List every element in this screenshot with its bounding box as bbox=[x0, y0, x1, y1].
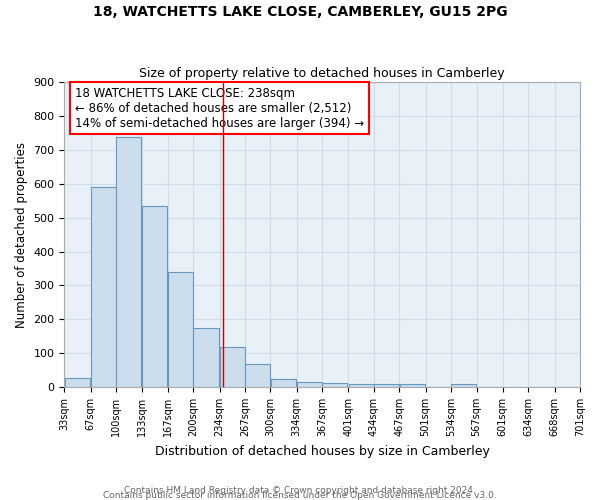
Bar bbox=[400, 384, 425, 387]
Text: Contains HM Land Registry data © Crown copyright and database right 2024.: Contains HM Land Registry data © Crown c… bbox=[124, 486, 476, 495]
Bar bbox=[116, 138, 142, 387]
Y-axis label: Number of detached properties: Number of detached properties bbox=[15, 142, 28, 328]
Text: Contains public sector information licensed under the Open Government Licence v3: Contains public sector information licen… bbox=[103, 491, 497, 500]
Bar bbox=[65, 378, 89, 387]
Bar bbox=[193, 328, 218, 387]
Bar bbox=[220, 348, 245, 387]
Title: Size of property relative to detached houses in Camberley: Size of property relative to detached ho… bbox=[139, 66, 505, 80]
Bar bbox=[271, 378, 296, 387]
Bar bbox=[451, 384, 476, 387]
Bar bbox=[142, 206, 167, 387]
Bar bbox=[168, 272, 193, 387]
X-axis label: Distribution of detached houses by size in Camberley: Distribution of detached houses by size … bbox=[155, 444, 490, 458]
Bar bbox=[322, 382, 347, 387]
Bar bbox=[245, 364, 270, 387]
Bar bbox=[297, 382, 322, 387]
Bar bbox=[374, 384, 399, 387]
Text: 18, WATCHETTS LAKE CLOSE, CAMBERLEY, GU15 2PG: 18, WATCHETTS LAKE CLOSE, CAMBERLEY, GU1… bbox=[92, 5, 508, 19]
Bar bbox=[349, 384, 374, 387]
Text: 18 WATCHETTS LAKE CLOSE: 238sqm
← 86% of detached houses are smaller (2,512)
14%: 18 WATCHETTS LAKE CLOSE: 238sqm ← 86% of… bbox=[75, 86, 364, 130]
Bar bbox=[91, 187, 116, 387]
